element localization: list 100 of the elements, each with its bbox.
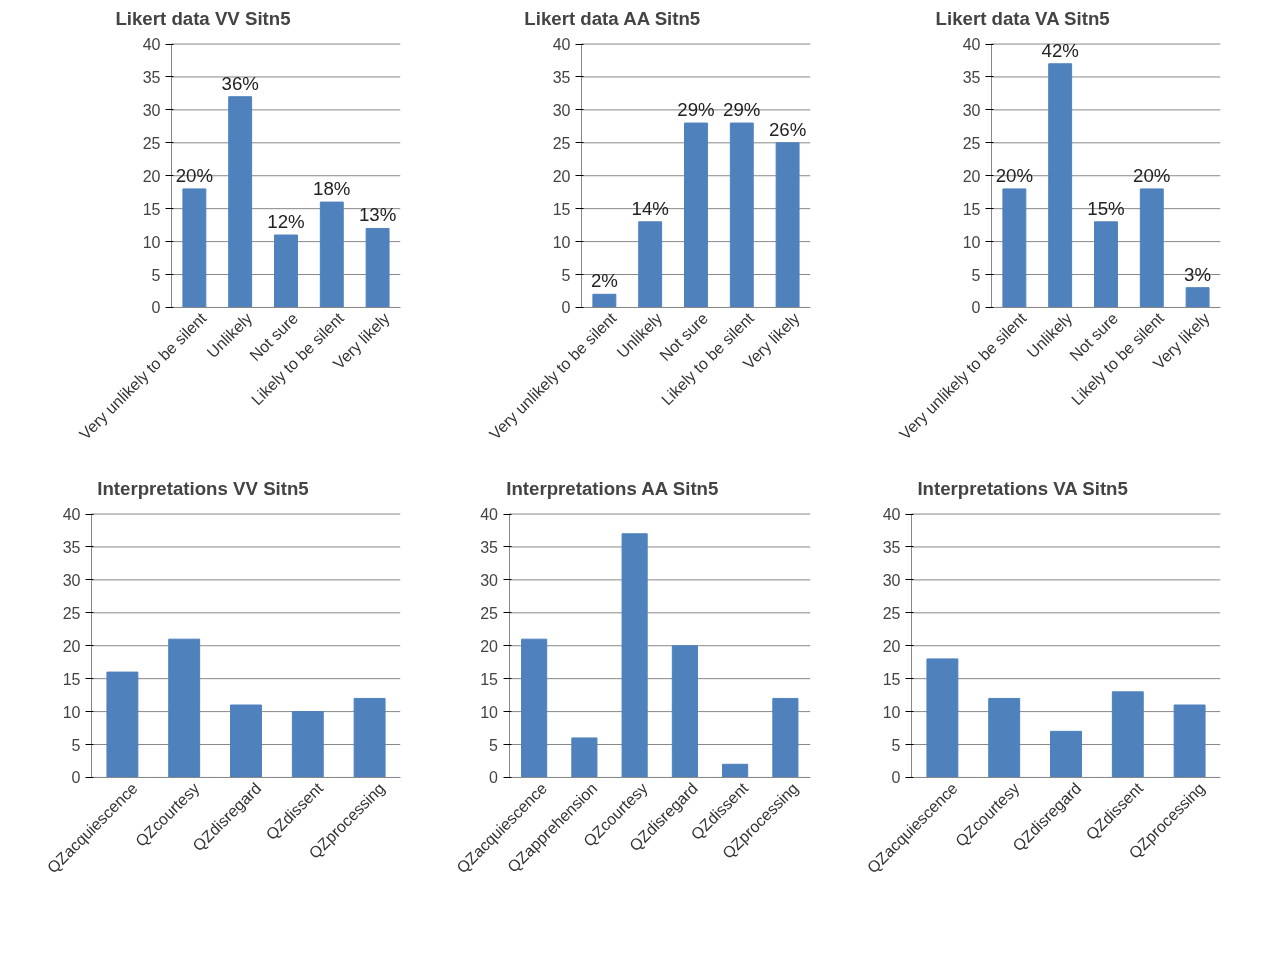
y-tick-label: 30 <box>882 571 901 589</box>
y-tick-label: 25 <box>62 604 81 622</box>
chart-title: Likert data AA Sitn5 <box>524 7 701 29</box>
y-tick-label: 0 <box>971 299 981 317</box>
bar <box>775 142 800 308</box>
annotation: 20% <box>995 164 1034 186</box>
y-tick-label: 15 <box>480 670 499 688</box>
y-tick-label: 35 <box>552 68 571 86</box>
annotation: 2% <box>590 270 618 292</box>
y-tick-label: 15 <box>62 670 81 688</box>
annotation: 14% <box>631 197 669 219</box>
bar <box>521 638 548 778</box>
bar <box>772 697 799 778</box>
bar <box>1002 188 1027 308</box>
bar <box>571 737 598 778</box>
y-tick-label: 20 <box>552 167 571 185</box>
y-tick-label: 30 <box>142 101 161 119</box>
y-tick-label: 40 <box>62 506 81 524</box>
y-tick-label: 15 <box>142 200 161 218</box>
bar <box>988 697 1021 778</box>
y-tick-label: 30 <box>62 571 81 589</box>
y-tick-label: 0 <box>561 299 571 317</box>
bar <box>365 227 390 308</box>
bar <box>353 697 386 778</box>
y-tick-label: 5 <box>971 266 981 284</box>
y-tick-label: 10 <box>552 233 571 251</box>
bar <box>230 704 262 778</box>
y-tick-label: 35 <box>962 68 981 86</box>
y-tick-label: 30 <box>552 101 571 119</box>
y-tick-label: 10 <box>962 233 981 251</box>
chart-title: Interpretations VV Sitn5 <box>97 477 309 499</box>
bar <box>1185 287 1210 308</box>
y-tick-label: 10 <box>882 703 901 721</box>
bar <box>291 711 324 778</box>
y-tick-label: 5 <box>561 266 571 284</box>
bar <box>1173 704 1206 778</box>
y-tick-label: 5 <box>891 736 901 754</box>
y-tick-label: 15 <box>552 200 571 218</box>
y-tick-label: 40 <box>480 506 499 524</box>
y-tick-label: 30 <box>480 571 499 589</box>
bar <box>592 293 617 308</box>
y-tick-label: 15 <box>962 200 981 218</box>
y-tick-label: 25 <box>962 134 981 152</box>
y-tick-label: 10 <box>62 703 81 721</box>
y-tick-label: 25 <box>552 134 571 152</box>
y-tick-label: 30 <box>962 101 981 119</box>
bar <box>671 645 698 778</box>
annotation: 29% <box>723 99 761 121</box>
annotation: 26% <box>768 118 807 140</box>
y-tick-label: 40 <box>552 36 571 54</box>
chart-title: Likert data VV Sitn5 <box>115 7 291 29</box>
bar <box>106 671 139 778</box>
chart-title: Interpretations VA Sitn5 <box>917 477 1128 499</box>
bar <box>168 638 201 778</box>
y-tick-label: 0 <box>151 299 161 317</box>
y-tick-label: 20 <box>62 637 81 655</box>
bar <box>684 122 708 308</box>
y-tick-label: 20 <box>882 637 901 655</box>
y-tick-label: 40 <box>962 36 981 54</box>
y-tick-label: 25 <box>882 604 901 622</box>
bar <box>319 201 344 308</box>
y-tick-label: 35 <box>882 538 901 556</box>
y-tick-label: 15 <box>882 670 901 688</box>
y-tick-label: 5 <box>71 736 81 754</box>
y-tick-label: 10 <box>480 703 499 721</box>
y-tick-label: 0 <box>489 769 499 787</box>
annotation: 15% <box>1087 197 1125 219</box>
bar <box>621 533 648 778</box>
y-tick-label: 40 <box>142 36 161 54</box>
bar <box>926 658 959 778</box>
annotation: 20% <box>175 164 214 186</box>
y-tick-label: 35 <box>142 68 161 86</box>
y-tick-label: 10 <box>142 233 161 251</box>
y-tick-label: 20 <box>480 637 499 655</box>
y-tick-label: 0 <box>891 769 901 787</box>
chart-title: Interpretations AA Sitn5 <box>506 477 719 499</box>
annotation: 20% <box>1133 164 1171 186</box>
annotation: 42% <box>1041 39 1079 61</box>
y-tick-label: 25 <box>480 604 499 622</box>
bar <box>228 96 253 308</box>
annotation: 3% <box>1184 263 1212 285</box>
y-tick-label: 20 <box>962 167 981 185</box>
y-tick-label: 25 <box>142 134 161 152</box>
y-tick-label: 35 <box>62 538 81 556</box>
bar <box>1050 730 1082 778</box>
chart-title: Likert data VA Sitn5 <box>935 7 1110 29</box>
bar <box>1094 221 1118 308</box>
bar <box>1111 691 1144 778</box>
annotation: 36% <box>221 72 259 94</box>
bar <box>182 188 207 308</box>
y-tick-label: 5 <box>489 736 499 754</box>
bar <box>638 221 663 308</box>
y-tick-label: 35 <box>480 538 499 556</box>
bar <box>729 122 754 308</box>
bar <box>1139 188 1164 308</box>
annotation: 12% <box>267 211 305 233</box>
y-tick-label: 5 <box>151 266 161 284</box>
bar <box>722 763 749 778</box>
bar <box>1048 63 1073 308</box>
annotation: 18% <box>313 178 351 200</box>
